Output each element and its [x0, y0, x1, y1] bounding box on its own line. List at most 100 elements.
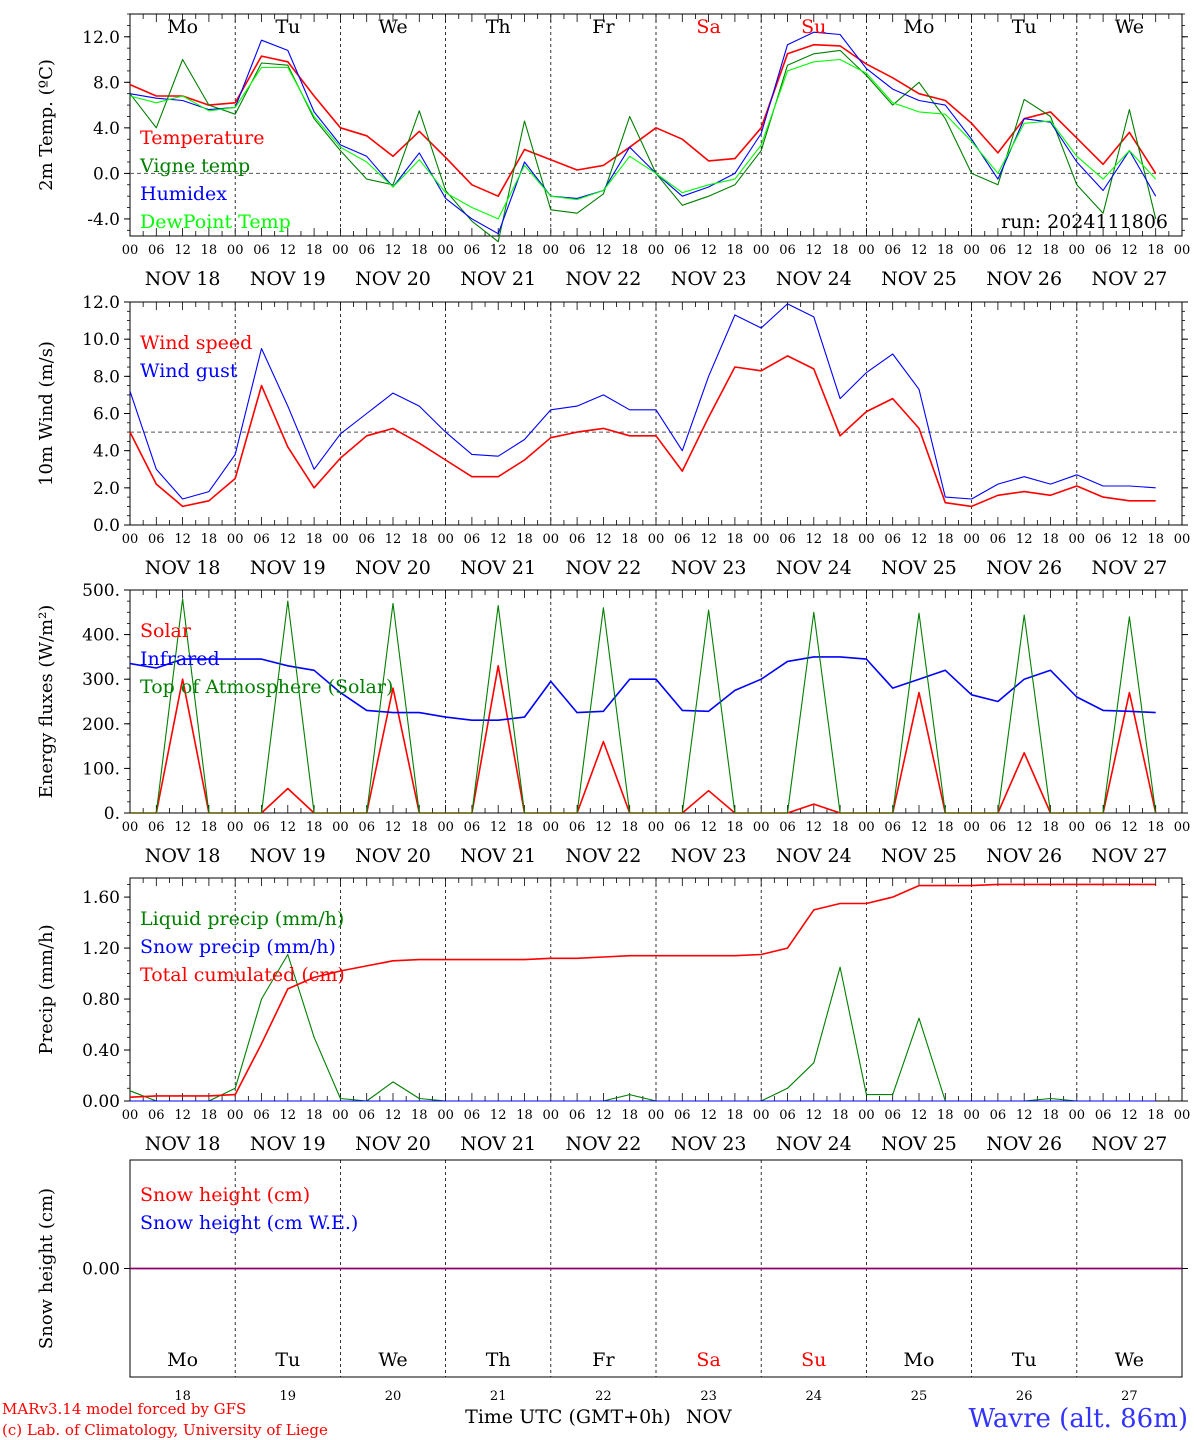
weekday-label: Su — [801, 16, 826, 38]
hour-label: 12 — [490, 1108, 507, 1123]
hour-label: 00 — [648, 532, 665, 547]
hour-label: 18 — [306, 820, 323, 835]
hour-label: 00 — [437, 820, 454, 835]
hour-label: 00 — [1174, 1108, 1191, 1123]
hour-label: 06 — [253, 532, 270, 547]
weekday-label: Mo — [167, 1349, 198, 1371]
hour-label: 12 — [911, 532, 928, 547]
hour-label: 18 — [1147, 820, 1164, 835]
series-line — [129, 43, 1157, 197]
hour-label: 12 — [1016, 243, 1033, 258]
hour-label: 18 — [1042, 820, 1059, 835]
y-tick-label: 8.0 — [93, 73, 120, 93]
legend-entry: Vigne temp — [139, 155, 250, 177]
panel-2: 0.0 2.0 4.0 6.0 8.0 10.0 12.0 10m Wind (m/s) Win… — [36, 293, 1190, 579]
date-label: NOV 24 — [776, 268, 852, 290]
hour-label: 00 — [332, 1108, 349, 1123]
hour-label: 06 — [779, 1108, 796, 1123]
legend-entry: Humidex — [140, 183, 227, 205]
series-line — [129, 303, 1156, 500]
hour-label: 00 — [1069, 820, 1086, 835]
y-tick-label: 400. — [82, 626, 120, 646]
hour-label: 18 — [937, 532, 954, 547]
date-label: NOV 22 — [565, 268, 641, 290]
date-label: NOV 25 — [881, 268, 957, 290]
hour-label: 18 — [411, 1108, 428, 1123]
hour-label: 00 — [1069, 243, 1086, 258]
y-tick-label: -4.0 — [87, 210, 120, 230]
legend-entry: Snow precip (mm/h) — [140, 936, 336, 958]
y-axis-label: Precip (mm/h) — [36, 924, 57, 1054]
hour-label: 00 — [122, 243, 139, 258]
hour-label: 00 — [437, 243, 454, 258]
station-label: Wavre (alt. 86m) — [968, 1404, 1188, 1434]
legend-entry: Snow height (cm W.E.) — [140, 1212, 358, 1234]
hour-label: 18 — [621, 532, 638, 547]
weekday-label: Sa — [696, 1349, 720, 1371]
y-tick-label: 0. — [104, 804, 120, 824]
hour-label: 12 — [1121, 1108, 1138, 1123]
hour-label: 12 — [700, 1108, 717, 1123]
hour-label: 06 — [358, 243, 375, 258]
day-number-label: 25 — [911, 1389, 928, 1404]
hour-label: 00 — [543, 820, 560, 835]
y-tick-label: 10.0 — [82, 330, 120, 350]
hour-label: 00 — [332, 243, 349, 258]
hour-label: 00 — [332, 820, 349, 835]
hour-label: 00 — [963, 1108, 980, 1123]
hour-label: 18 — [937, 820, 954, 835]
date-label: NOV 18 — [145, 557, 221, 579]
hour-label: 06 — [148, 820, 165, 835]
hour-label: 06 — [569, 243, 586, 258]
legend-entry: Liquid precip (mm/h) — [140, 908, 344, 930]
date-label: NOV 23 — [671, 268, 747, 290]
hour-label: 00 — [227, 243, 244, 258]
hour-label: 18 — [1042, 243, 1059, 258]
date-label: NOV 22 — [565, 557, 641, 579]
day-number-label: 20 — [385, 1389, 402, 1404]
hour-label: 18 — [727, 532, 744, 547]
hour-label: 06 — [253, 820, 270, 835]
hour-label: 12 — [595, 820, 612, 835]
y-tick-label: 200. — [82, 715, 120, 735]
hour-label: 00 — [858, 1108, 875, 1123]
hour-label: 00 — [1069, 1108, 1086, 1123]
hour-label: 00 — [122, 820, 139, 835]
hour-label: 00 — [648, 1108, 665, 1123]
hour-label: 18 — [621, 1108, 638, 1123]
hour-label: 18 — [1147, 532, 1164, 547]
panel-4: 0.00 0.40 0.80 1.20 1.60 Precip (mm/h) Liquid … — [36, 877, 1191, 1155]
y-tick-label: 8.0 — [93, 367, 120, 387]
hour-label: 18 — [832, 532, 849, 547]
date-label: NOV 25 — [881, 845, 957, 867]
hour-label: 06 — [674, 820, 691, 835]
hour-label: 00 — [753, 243, 770, 258]
hour-label: 12 — [385, 1108, 402, 1123]
hour-label: 18 — [621, 820, 638, 835]
date-label: NOV 22 — [565, 845, 641, 867]
date-label: NOV 21 — [460, 268, 536, 290]
panel-1: -4.0 0.0 4.0 8.0 12.0 2m Temp. (ºC) Temperatur… — [36, 13, 1190, 290]
y-tick-label: 4.0 — [93, 442, 120, 462]
weekday-label: We — [378, 1349, 407, 1371]
hour-label: 12 — [911, 820, 928, 835]
hour-label: 00 — [227, 532, 244, 547]
hour-label: 00 — [753, 820, 770, 835]
hour-label: 18 — [306, 1108, 323, 1123]
legend-entry: Solar — [140, 620, 192, 642]
credit-line-1: MARv3.14 model forced by GFS — [2, 1400, 246, 1418]
hour-label: 18 — [1147, 1108, 1164, 1123]
y-tick-label: 0.0 — [93, 516, 120, 536]
hour-label: 06 — [1095, 1108, 1112, 1123]
hour-label: 12 — [1016, 1108, 1033, 1123]
y-tick-label: 4.0 — [93, 119, 120, 139]
credit-line-2: (c) Lab. of Climatology, University of L… — [2, 1421, 328, 1439]
weekday-label: We — [378, 16, 407, 38]
y-tick-label: 12.0 — [82, 293, 120, 313]
hour-label: 06 — [464, 820, 481, 835]
y-tick-label: 12.0 — [82, 28, 120, 48]
y-tick-label: 0.40 — [82, 1041, 120, 1061]
y-tick-label: 500. — [82, 581, 120, 601]
date-label: NOV 27 — [1091, 557, 1167, 579]
hour-label: 18 — [1042, 532, 1059, 547]
